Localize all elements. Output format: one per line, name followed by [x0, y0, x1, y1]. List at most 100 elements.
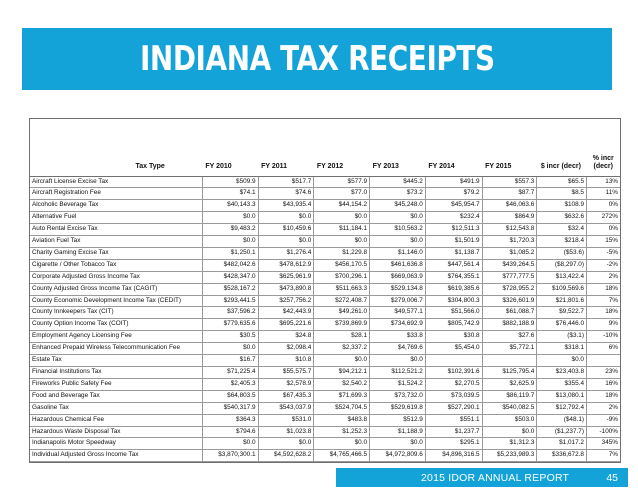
cell-fy-2012: $2,337.2	[313, 342, 370, 356]
cell-tax-type: Enhanced Prepaid Wireless Telecommunicat…	[30, 342, 203, 356]
cell-fy-2014: $805,742.9	[424, 318, 483, 332]
cell-fy-2012: $524,704.5	[313, 402, 370, 415]
cell-fy-2015: $5,772.1	[481, 342, 537, 356]
cell-percent-incr: -100%	[586, 426, 620, 439]
cell-percent-incr: 13%	[586, 176, 620, 189]
header-row: Tax Type FY 2010 FY 2011 FY 2012 FY 2013…	[30, 118, 620, 177]
cell-fy-2014: $1,138.7	[424, 247, 483, 260]
cell-percent-incr: 18%	[586, 306, 620, 320]
cell-fy-2014: $5,454.0	[424, 342, 483, 356]
cell-fy-2010: $64,803.5	[201, 390, 259, 403]
table-row: Auto Rental Excise Tax $9,483.2 $10,459.6 $…	[30, 223, 620, 237]
cell-percent-incr: 0%	[586, 199, 620, 213]
cell-fy-2014: $527,290.1	[424, 402, 483, 415]
cell-fy-2013: $4,769.6	[369, 342, 426, 356]
table-row: Aviation Fuel Tax $0.0 $0.0 $0.0 $0.0 $1,501.…	[30, 235, 620, 248]
cell-fy-2012: $2,540.2	[313, 378, 370, 391]
cell-percent-incr: -10%	[586, 330, 620, 344]
cell-fy-2012: $700,296.1	[313, 271, 370, 284]
cell-fy-2011: $10.8	[257, 354, 314, 367]
cell-fy-2011: $473,890.8	[257, 283, 314, 296]
tax-receipts-table-container: Tax Type FY 2010 FY 2011 FY 2012 FY 2013…	[29, 118, 621, 463]
cell-percent-incr: 18%	[586, 390, 620, 403]
cell-tax-type: Estate Tax	[30, 354, 203, 367]
cell-fy-2011: $2,578.9	[257, 378, 314, 391]
cell-fy-2012: $1,252.3	[313, 426, 370, 439]
cell-fy-2012: $739,869.9	[313, 318, 370, 332]
cell-tax-type: Aircraft Registration Fee	[30, 187, 203, 201]
cell-fy-2013: $0.0	[369, 211, 426, 225]
table-row: Corporate Adjusted Gross Income Tax $428,…	[30, 271, 620, 284]
cell-tax-type: Food and Beverage Tax	[30, 390, 203, 403]
cell-dollar-incr: $65.5	[536, 176, 587, 189]
cell-dollar-incr: $13,080.1	[536, 390, 587, 403]
cell-percent-incr: -5%	[586, 247, 620, 260]
table-row: Financial Institutions Tax $71,225.4 $55,5…	[30, 366, 620, 379]
cell-percent-incr: 18%	[586, 283, 620, 296]
cell-fy-2015: $557.3	[481, 176, 537, 189]
cell-percent-incr: 2%	[586, 402, 620, 415]
cell-fy-2015: $882,188.9	[481, 318, 537, 332]
cell-fy-2015: $728,955.2	[481, 283, 537, 296]
cell-fy-2013: $734,692.9	[369, 318, 426, 332]
cell-fy-2010: $9,483.2	[201, 223, 259, 237]
cell-fy-2014: $491.9	[424, 176, 483, 189]
cell-fy-2014: $447,561.4	[424, 259, 483, 272]
cell-fy-2011: $0.0	[257, 211, 314, 225]
cell-fy-2010: $779,635.6	[201, 318, 259, 332]
cell-fy-2012: $511,663.3	[313, 283, 370, 296]
cell-fy-2012: $456,170.5	[313, 259, 370, 272]
cell-fy-2010: $0.0	[201, 437, 259, 451]
footer-bar: 2015 IDOR ANNUAL REPORT 45	[336, 468, 628, 487]
cell-fy-2010: $0.0	[201, 211, 259, 225]
cell-percent-incr	[586, 354, 620, 367]
cell-dollar-incr: $218.4	[536, 235, 587, 248]
cell-fy-2011: $478,612.9	[257, 259, 314, 272]
cell-tax-type: Financial Institutions Tax	[30, 366, 203, 379]
cell-fy-2013: $529,619.8	[369, 402, 426, 415]
cell-fy-2014: $1,237.7	[424, 426, 483, 439]
cell-dollar-incr: $8.5	[536, 187, 587, 201]
table-row: Aircraft License Excise Tax $509.9 $517.7 $…	[30, 176, 620, 189]
cell-fy-2014: $1,501.9	[424, 235, 483, 248]
cell-fy-2015: $2,625.9	[481, 378, 537, 391]
table-row: County Innkeepers Tax (CIT) $37,596.2 $42,…	[30, 306, 620, 320]
cell-percent-incr: 2%	[586, 271, 620, 284]
cell-tax-type: County Economic Development Income Tax (…	[30, 295, 203, 308]
cell-dollar-incr: $1,017.2	[536, 437, 587, 451]
cell-fy-2015	[481, 354, 537, 367]
table-row: County Economic Development Income Tax (…	[30, 295, 620, 308]
cell-fy-2013: $10,563.2	[369, 223, 426, 237]
cell-fy-2013: $49,577.1	[369, 306, 426, 320]
header-fy-2015: FY 2015	[482, 118, 537, 177]
cell-fy-2010: $30.5	[201, 330, 259, 344]
cell-fy-2014: $30.8	[424, 330, 483, 344]
cell-dollar-incr: $23,403.8	[536, 366, 587, 379]
page-number: 45	[606, 471, 618, 484]
cell-fy-2012: $44,154.2	[313, 199, 370, 213]
cell-fy-2012: $272,408.7	[313, 295, 370, 308]
cell-fy-2010: $509.9	[201, 176, 259, 189]
cell-fy-2015: $5,233,989.3	[481, 449, 537, 462]
cell-fy-2013: $1,188.9	[369, 426, 426, 439]
cell-tax-type: Hazardous Chemical Fee	[30, 414, 203, 427]
cell-fy-2010: $293,441.5	[201, 295, 259, 308]
cell-dollar-incr: ($48.1)	[536, 414, 587, 427]
cell-fy-2011: $531.0	[257, 414, 314, 427]
cell-fy-2014: $4,896,316.5	[424, 449, 483, 462]
table-row: Cigarette / Other Tobacco Tax $482,042.6 $…	[30, 259, 620, 272]
cell-percent-incr: -9%	[586, 414, 620, 427]
cell-fy-2010: $37,596.2	[201, 306, 259, 320]
cell-fy-2010: $428,347.0	[201, 271, 259, 284]
cell-fy-2015: $1,720.3	[481, 235, 537, 248]
cell-fy-2013: $0.0	[369, 354, 426, 367]
table-row: Gasoline Tax $540,317.9 $543,037.9 $524,704…	[30, 402, 620, 415]
cell-fy-2010: $74.1	[201, 187, 259, 201]
cell-dollar-incr: ($3.1)	[536, 330, 587, 344]
cell-fy-2011: $1,276.4	[257, 247, 314, 260]
header-fy-2011: FY 2011	[258, 118, 314, 177]
cell-fy-2014: $79.2	[424, 187, 483, 201]
cell-dollar-incr: $632.6	[536, 211, 587, 225]
cell-tax-type: County Option Income Tax (COIT)	[30, 318, 203, 332]
cell-fy-2014: $551.1	[424, 414, 483, 427]
